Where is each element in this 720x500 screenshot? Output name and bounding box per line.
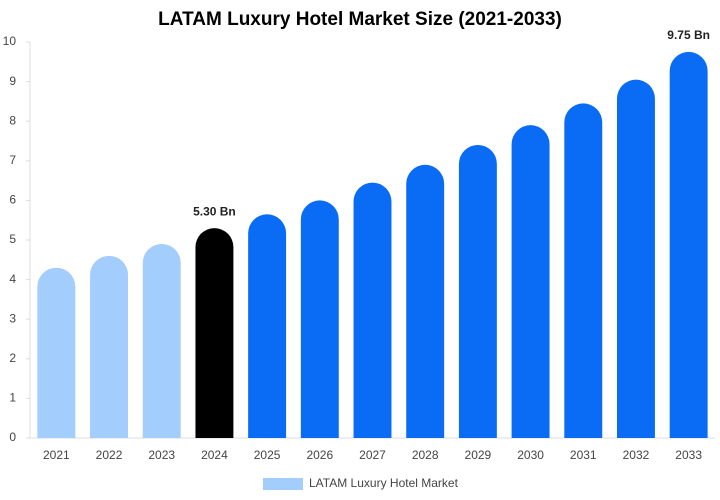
x-tick-label: 2030 bbox=[517, 448, 544, 462]
y-tick-label: 0 bbox=[9, 430, 16, 444]
y-tick-label: 10 bbox=[3, 34, 17, 48]
x-tick-label: 2027 bbox=[359, 448, 386, 462]
chart-title: LATAM Luxury Hotel Market Size (2021-203… bbox=[158, 9, 562, 30]
bar bbox=[248, 214, 287, 438]
legend-swatch bbox=[263, 478, 303, 490]
bar bbox=[195, 228, 234, 438]
bar bbox=[669, 51, 708, 439]
x-tick-label: 2025 bbox=[254, 448, 281, 462]
y-tick-label: 3 bbox=[9, 311, 16, 325]
bar bbox=[511, 125, 550, 438]
y-tick-label: 2 bbox=[9, 351, 16, 365]
bar bbox=[90, 255, 129, 438]
x-tick-label: 2032 bbox=[623, 448, 650, 462]
x-tick-label: 2031 bbox=[570, 448, 597, 462]
y-tick-label: 9 bbox=[9, 74, 16, 88]
y-tick-label: 4 bbox=[9, 272, 16, 286]
y-tick-label: 8 bbox=[9, 113, 16, 127]
x-tick-label: 2026 bbox=[306, 448, 333, 462]
x-tick-label: 2024 bbox=[201, 448, 228, 462]
bar bbox=[406, 164, 445, 438]
x-tick-label: 2033 bbox=[675, 448, 702, 462]
y-tick-label: 6 bbox=[9, 193, 16, 207]
value-label: 9.75 Bn bbox=[667, 28, 710, 42]
bar bbox=[616, 79, 655, 439]
bar bbox=[142, 243, 181, 438]
bar bbox=[458, 144, 497, 438]
y-tick-label: 1 bbox=[9, 391, 16, 405]
x-tick-label: 2029 bbox=[465, 448, 492, 462]
legend-label: LATAM Luxury Hotel Market bbox=[309, 476, 459, 490]
bar bbox=[300, 200, 339, 438]
bar bbox=[564, 103, 603, 438]
y-tick-label: 7 bbox=[9, 153, 16, 167]
bar bbox=[353, 182, 392, 438]
x-tick-label: 2022 bbox=[96, 448, 123, 462]
x-tick-label: 2028 bbox=[412, 448, 439, 462]
y-tick-label: 5 bbox=[9, 232, 16, 246]
x-tick-label: 2021 bbox=[43, 448, 70, 462]
bar bbox=[37, 267, 76, 438]
x-tick-label: 2023 bbox=[148, 448, 175, 462]
value-label: 5.30 Bn bbox=[193, 204, 236, 218]
